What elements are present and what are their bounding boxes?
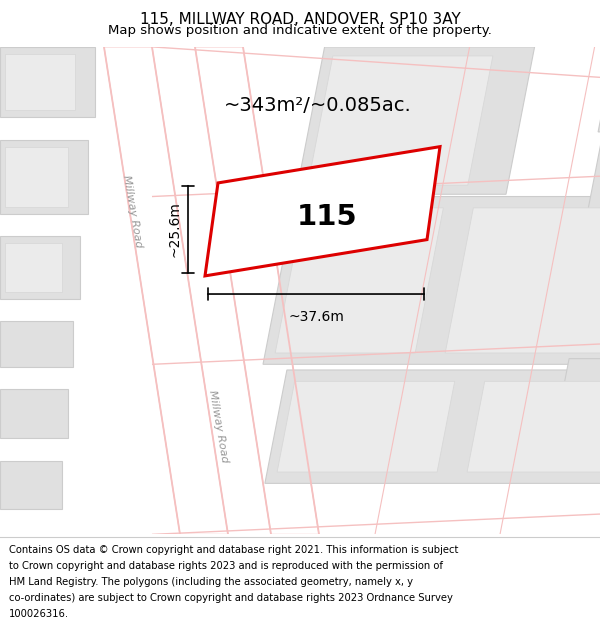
Polygon shape — [277, 381, 455, 472]
Polygon shape — [598, 47, 600, 132]
Text: 115: 115 — [297, 203, 358, 231]
Polygon shape — [275, 208, 443, 353]
Polygon shape — [445, 208, 600, 353]
Polygon shape — [550, 359, 600, 461]
Text: ~37.6m: ~37.6m — [288, 310, 344, 324]
Text: ~25.6m: ~25.6m — [168, 201, 182, 258]
Polygon shape — [5, 243, 62, 292]
Polygon shape — [0, 461, 62, 509]
Polygon shape — [263, 196, 600, 364]
Text: 100026316.: 100026316. — [9, 609, 69, 619]
Polygon shape — [308, 56, 493, 185]
Polygon shape — [0, 236, 80, 299]
Polygon shape — [195, 47, 319, 534]
Polygon shape — [5, 147, 68, 207]
Polygon shape — [0, 321, 73, 367]
Polygon shape — [0, 47, 95, 117]
Text: to Crown copyright and database rights 2023 and is reproduced with the permissio: to Crown copyright and database rights 2… — [9, 561, 443, 571]
Polygon shape — [582, 140, 600, 239]
Text: Millway Road: Millway Road — [121, 174, 143, 248]
Polygon shape — [566, 248, 600, 351]
Polygon shape — [104, 47, 228, 534]
Text: ~343m²/~0.085ac.: ~343m²/~0.085ac. — [224, 96, 412, 116]
Text: Contains OS data © Crown copyright and database right 2021. This information is : Contains OS data © Crown copyright and d… — [9, 545, 458, 555]
Polygon shape — [205, 147, 440, 276]
Polygon shape — [0, 140, 88, 214]
Polygon shape — [296, 47, 535, 194]
Polygon shape — [0, 389, 68, 438]
Polygon shape — [467, 381, 600, 472]
Polygon shape — [265, 370, 600, 483]
Text: co-ordinates) are subject to Crown copyright and database rights 2023 Ordnance S: co-ordinates) are subject to Crown copyr… — [9, 593, 453, 603]
Text: Millway Road: Millway Road — [206, 389, 229, 464]
Text: Map shows position and indicative extent of the property.: Map shows position and indicative extent… — [108, 24, 492, 36]
Text: HM Land Registry. The polygons (including the associated geometry, namely x, y: HM Land Registry. The polygons (includin… — [9, 577, 413, 587]
Polygon shape — [5, 54, 75, 111]
Text: 115, MILLWAY ROAD, ANDOVER, SP10 3AY: 115, MILLWAY ROAD, ANDOVER, SP10 3AY — [140, 12, 460, 27]
